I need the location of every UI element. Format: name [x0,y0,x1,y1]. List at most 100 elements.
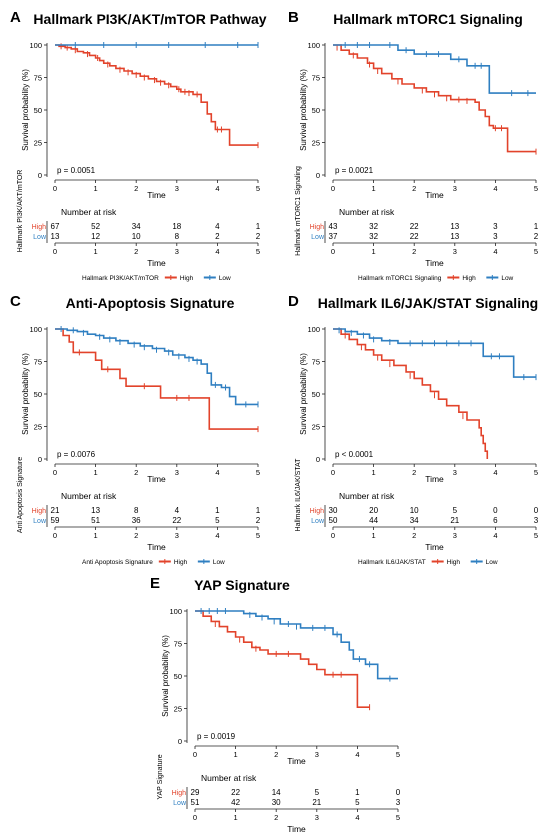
y-tick-label: 50 [174,672,182,681]
legend-label-low: Low [213,559,225,566]
risk-x-tick-label: 2 [412,531,416,540]
legend-label-high: High [462,275,476,282]
risk-x-tick-label: 5 [256,247,260,256]
x-tick-label: 3 [175,468,179,477]
legend-title: Hallmark mTORC1 Signaling [358,275,442,282]
risk-high-count: 32 [369,222,378,231]
risk-x-tick-label: 1 [372,247,376,256]
risk-x-tick-label: 2 [412,247,416,256]
risk-high-count: 5 [315,788,320,797]
risk-high-count: 22 [231,788,240,797]
panel-title: YAP Signature [194,577,290,593]
risk-x-tick-label: 4 [493,531,497,540]
km-panel-e: E YAP Signature Survival probability (%) 0 2… [150,575,401,834]
p-value: p < 0.0001 [335,450,374,459]
risk-x-tick-label: 0 [53,247,57,256]
risk-row-label-low: Low [173,800,187,807]
risk-low-count: 5 [215,516,220,525]
risk-x-tick-label: 1 [234,813,238,822]
risk-high-count: 67 [51,222,60,231]
risk-table-ylabel: Hallmark PI3K/AKT/mTOR [17,170,24,253]
risk-table-title: Number at risk [61,491,117,501]
risk-high-count: 1 [256,222,261,231]
risk-row-label-low: Low [33,234,47,241]
risk-x-axis-label: Time [147,542,166,552]
risk-x-tick-label: 1 [372,531,376,540]
y-axis-label: Survival probability (%) [21,353,30,435]
x-tick-label: 4 [493,184,497,193]
y-tick-label: 25 [34,139,42,148]
y-tick-label: 100 [169,607,182,616]
risk-x-tick-label: 2 [134,247,138,256]
risk-x-tick-label: 0 [193,813,197,822]
risk-x-tick-label: 3 [175,531,179,540]
panel-letter: D [288,293,299,310]
risk-x-tick-label: 5 [534,531,538,540]
risk-low-count: 44 [369,516,378,525]
x-tick-label: 3 [453,468,457,477]
risk-low-count: 13 [51,232,60,241]
risk-high-count: 30 [329,506,338,515]
x-tick-label: 3 [453,184,457,193]
risk-low-count: 42 [231,798,240,807]
risk-row-label-high: High [32,224,47,231]
risk-high-count: 4 [215,222,220,231]
y-axis-label: Survival probability (%) [299,69,308,151]
km-curve-high [55,44,258,146]
risk-low-count: 2 [256,516,261,525]
risk-high-count: 14 [272,788,281,797]
y-tick-label: 0 [178,737,182,746]
risk-high-count: 0 [396,788,401,797]
km-panel-d: D Hallmark IL6/JAK/STAT Signaling Survival… [288,293,539,566]
risk-low-count: 50 [329,516,338,525]
risk-x-tick-label: 4 [215,247,219,256]
km-curve-low [333,44,536,94]
legend-label-low: Low [219,275,231,282]
panel-letter: E [150,575,160,592]
x-axis-label: Time [287,756,306,766]
km-curve-high [333,44,536,153]
km-curve-high [195,610,370,708]
x-tick-label: 2 [134,468,138,477]
risk-high-count: 34 [132,222,141,231]
x-axis-label: Time [147,190,166,200]
y-tick-label: 25 [312,139,320,148]
x-tick-label: 4 [215,468,219,477]
risk-table-title: Number at risk [339,491,395,501]
x-tick-label: 1 [94,184,98,193]
risk-high-count: 4 [175,506,180,515]
risk-low-count: 30 [272,798,281,807]
risk-low-count: 34 [410,516,419,525]
risk-high-count: 1 [534,222,539,231]
y-tick-label: 100 [29,325,42,334]
risk-table-ylabel: Hallmark IL6/JAK/STAT [295,458,302,532]
x-tick-label: 4 [493,468,497,477]
y-axis-label: Survival probability (%) [299,353,308,435]
risk-x-tick-label: 3 [453,531,457,540]
panel-title: Hallmark PI3K/AKT/mTOR Pathway [33,11,266,27]
y-tick-label: 25 [174,705,182,714]
x-tick-label: 0 [53,468,57,477]
risk-low-count: 36 [132,516,141,525]
x-axis-label: Time [425,190,444,200]
legend-title: Anti Apoptosis Signature [82,559,153,566]
risk-x-tick-label: 3 [453,247,457,256]
x-tick-label: 5 [256,468,260,477]
risk-x-tick-label: 0 [331,531,335,540]
risk-high-count: 0 [493,506,498,515]
risk-x-tick-label: 5 [396,813,400,822]
x-tick-label: 5 [256,184,260,193]
x-tick-label: 3 [175,184,179,193]
risk-table-ylabel: Hallmark mTORC1 Signaling [295,166,302,256]
risk-x-axis-label: Time [425,258,444,268]
panel-letter: A [10,9,21,26]
p-value: p = 0.0019 [197,732,236,741]
risk-low-count: 8 [175,232,180,241]
y-tick-label: 75 [312,74,320,83]
y-tick-label: 50 [312,106,320,115]
x-tick-label: 0 [53,184,57,193]
km-panel-c: C Anti-Apoptosis Signature Survival probab… [10,293,261,566]
risk-high-count: 43 [329,222,338,231]
risk-x-tick-label: 3 [315,813,319,822]
